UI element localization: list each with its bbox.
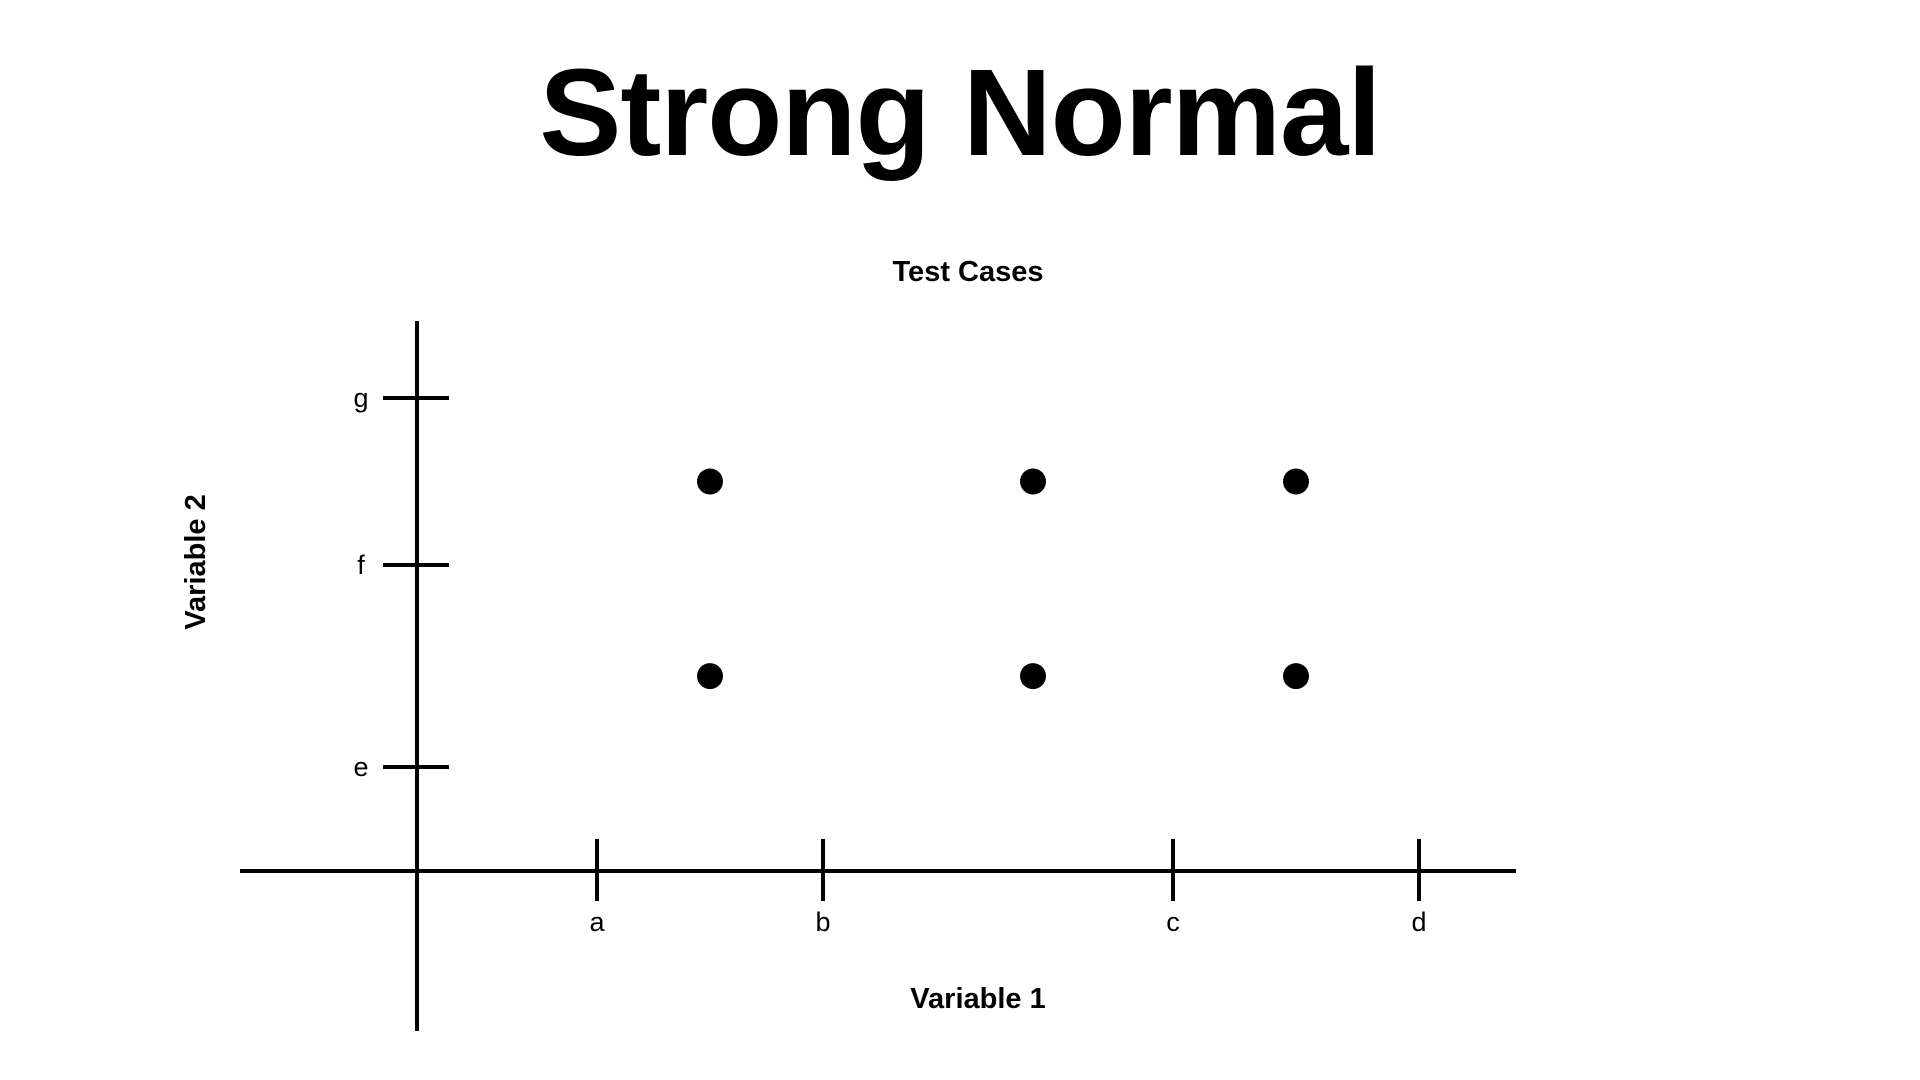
x-tick-label-c: c xyxy=(1166,907,1180,937)
data-point-2 xyxy=(1020,468,1046,495)
data-point-1 xyxy=(697,468,723,495)
y-ticks: e f g xyxy=(353,383,449,782)
x-axis-title: Variable 1 xyxy=(910,983,1045,1015)
chart-title: Test Cases xyxy=(893,256,1044,288)
x-tick-label-b: b xyxy=(815,907,830,937)
data-point-3 xyxy=(1283,468,1309,495)
x-tick-label-a: a xyxy=(589,907,605,937)
x-tick-label-d: d xyxy=(1411,907,1426,937)
data-point-5 xyxy=(1020,663,1046,690)
y-axis-title: Variable 2 xyxy=(180,494,212,629)
y-tick-label-f: f xyxy=(357,550,365,580)
data-point-4 xyxy=(697,663,723,690)
y-tick-label-g: g xyxy=(353,383,368,413)
slide-title: Strong Normal xyxy=(539,45,1381,182)
x-ticks: a b c d xyxy=(589,839,1427,937)
data-points xyxy=(697,468,1309,690)
data-point-6 xyxy=(1283,663,1309,690)
y-tick-label-e: e xyxy=(353,752,368,782)
